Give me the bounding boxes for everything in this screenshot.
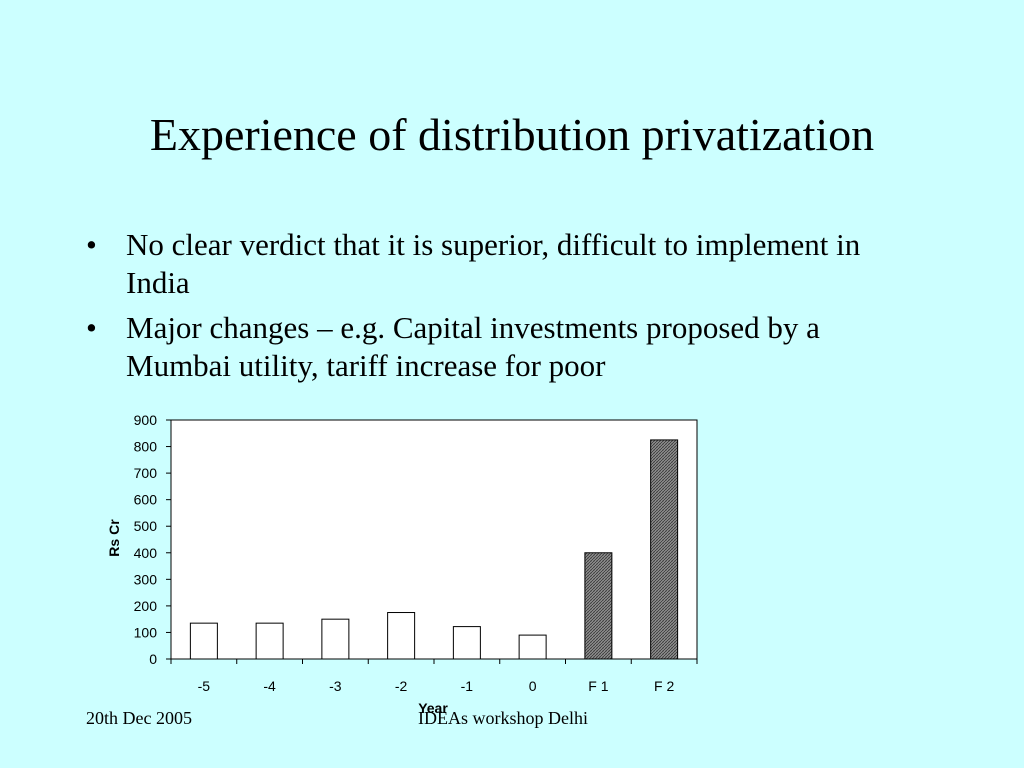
bullet-list: • No clear verdict that it is superior, …: [82, 226, 922, 392]
x-tick-label: F 1: [588, 678, 608, 694]
y-tick-label: 300: [134, 571, 158, 587]
footer-event: IDEAs workshop Delhi: [418, 708, 588, 728]
bullet-text: No clear verdict that it is superior, di…: [126, 227, 861, 300]
x-axis: -5 -4 -3 -2 -1 0 F 1 F 2: [170, 658, 698, 694]
y-axis-title: Rs Cr: [106, 519, 122, 557]
y-tick-label: 200: [134, 598, 158, 614]
y-tick-label: 500: [134, 518, 158, 534]
x-axis-title: Year: [418, 700, 448, 716]
y-tick-label: 700: [134, 465, 158, 481]
y-tick-label: 400: [134, 545, 158, 561]
y-tick-label: 600: [134, 492, 158, 508]
forecast-bar: [584, 552, 613, 660]
x-tick-label: -1: [461, 678, 474, 694]
bar: [452, 626, 481, 660]
plot-area: [170, 419, 698, 660]
x-tick-label: 0: [529, 678, 537, 694]
bar: [189, 622, 218, 660]
x-tick-label: -4: [263, 678, 276, 694]
bullet-item: • No clear verdict that it is superior, …: [82, 226, 922, 302]
bar: [321, 618, 350, 660]
bullet-icon: •: [86, 310, 97, 345]
x-tick-label: -2: [395, 678, 408, 694]
bar: [387, 612, 416, 660]
footer-date: 20th Dec 2005: [86, 708, 192, 728]
bar-series: [189, 439, 679, 660]
bullet-icon: •: [86, 227, 97, 262]
bar: [255, 622, 284, 660]
x-tick-label: -5: [198, 678, 211, 694]
x-tick-label: -3: [329, 678, 342, 694]
slide-title: Experience of distribution privatization: [149, 109, 875, 160]
x-tick-label: F 2: [654, 678, 674, 694]
y-tick-label: 900: [134, 412, 158, 428]
bar: [518, 634, 547, 660]
y-tick-label: 100: [134, 624, 158, 640]
forecast-bar: [650, 439, 679, 660]
y-tick-label: 800: [134, 439, 158, 455]
y-axis: 0 100 200 300 400 500 600 700 800 900: [134, 412, 172, 667]
y-tick-label: 0: [149, 651, 157, 667]
bullet-text: Major changes – e.g. Capital investments…: [126, 310, 820, 383]
bullet-item: • Major changes – e.g. Capital investmen…: [82, 309, 922, 385]
